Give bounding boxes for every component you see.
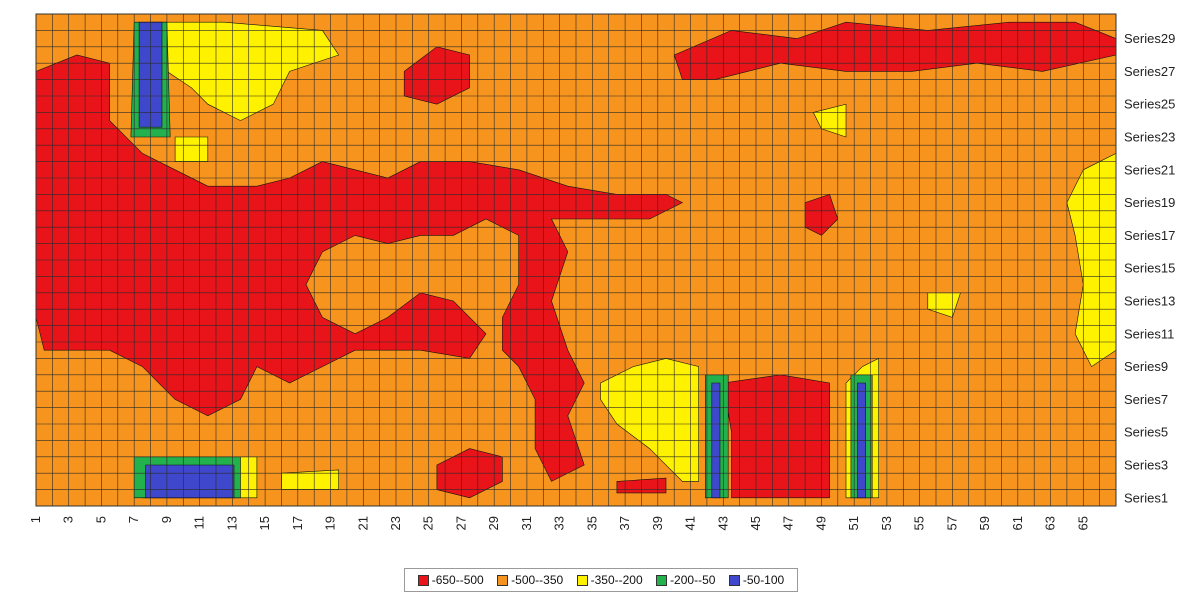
y-tick-label: Series1 <box>1124 490 1168 505</box>
x-tick-label: 65 <box>1075 516 1090 530</box>
y-tick-label: Series9 <box>1124 359 1168 374</box>
y-tick-label: Series13 <box>1124 294 1175 309</box>
x-tick-label: 21 <box>355 516 370 530</box>
x-tick-label: 47 <box>781 516 796 530</box>
x-tick-label: 25 <box>421 516 436 530</box>
grid-lines <box>35 13 1117 507</box>
x-tick-label: 19 <box>323 516 338 530</box>
y-axis-ticks: Series1 Series3 Series5 Series7 Series9 Serie… <box>1124 31 1175 505</box>
y-tick-label: Series3 <box>1124 458 1168 473</box>
legend-label: -200--50 <box>670 573 716 587</box>
legend-item: -350--200 <box>576 573 643 587</box>
x-tick-label: 23 <box>388 516 403 530</box>
y-tick-label: Series23 <box>1124 130 1175 145</box>
yellow-region-nw-small <box>174 136 209 162</box>
legend-label: -650--500 <box>431 573 484 587</box>
x-tick-label: 45 <box>748 516 763 530</box>
x-tick-label: 35 <box>584 516 599 530</box>
x-tick-label: 13 <box>224 516 239 530</box>
x-tick-label: 9 <box>159 516 174 523</box>
y-tick-label: Series25 <box>1124 97 1175 112</box>
x-tick-label: 55 <box>912 516 927 530</box>
blue-region-south-block <box>145 464 235 499</box>
legend-item: -500--350 <box>497 573 563 587</box>
x-tick-label: 1 <box>28 516 43 523</box>
x-tick-label: 33 <box>552 516 567 530</box>
x-tick-label: 43 <box>715 516 730 530</box>
y-tick-label: Series21 <box>1124 162 1175 177</box>
red-region-south-block <box>722 374 830 499</box>
yellow-region-south-strip <box>281 469 339 490</box>
y-tick-label: Series5 <box>1124 425 1168 440</box>
x-tick-label: 7 <box>126 516 141 523</box>
y-tick-label: Series19 <box>1124 195 1175 210</box>
legend-label: -500--350 <box>511 573 564 587</box>
y-tick-label: Series11 <box>1124 326 1174 341</box>
legend-swatch <box>576 574 588 586</box>
x-tick-label: 39 <box>650 516 665 530</box>
x-tick-label: 61 <box>1010 516 1025 530</box>
legend: -650--500 -500--350 -350--200 -200--50 -50-1… <box>404 568 798 592</box>
x-tick-label: 63 <box>1043 516 1058 530</box>
legend-item: -650--500 <box>417 573 484 587</box>
y-tick-label: Series15 <box>1124 261 1175 276</box>
plot-frame <box>35 13 1117 507</box>
x-tick-label: 37 <box>617 516 632 530</box>
x-tick-label: 27 <box>453 516 468 530</box>
x-tick-label: 51 <box>846 516 861 530</box>
x-tick-label: 41 <box>683 516 698 530</box>
y-tick-label: Series29 <box>1124 31 1175 46</box>
x-axis-ticks: 1 3 5 7 9 11 13 15 17 19 21 23 25 27 29 31 33 35 37 39 41 43 4… <box>28 516 1090 530</box>
legend-swatch <box>497 574 509 586</box>
legend-label: -50-100 <box>742 573 785 587</box>
x-tick-label: 31 <box>519 516 534 530</box>
x-tick-label: 3 <box>61 516 76 523</box>
x-tick-label: 5 <box>93 516 108 523</box>
x-tick-label: 17 <box>290 516 305 530</box>
x-tick-label: 59 <box>977 516 992 530</box>
legend-swatch <box>728 574 740 586</box>
x-tick-label: 29 <box>486 516 501 530</box>
y-tick-label: Series27 <box>1124 64 1175 79</box>
y-tick-label: Series7 <box>1124 392 1168 407</box>
x-tick-label: 11 <box>192 516 207 530</box>
y-tick-label: Series17 <box>1124 228 1175 243</box>
x-tick-label: 57 <box>944 516 959 530</box>
legend-swatch <box>417 574 429 586</box>
legend-label: -350--200 <box>590 573 643 587</box>
legend-item: -200--50 <box>656 573 715 587</box>
x-tick-label: 49 <box>813 516 828 530</box>
legend-swatch <box>656 574 668 586</box>
x-tick-label: 53 <box>879 516 894 530</box>
x-tick-label: 15 <box>257 516 272 530</box>
legend-item: -50-100 <box>728 573 785 587</box>
